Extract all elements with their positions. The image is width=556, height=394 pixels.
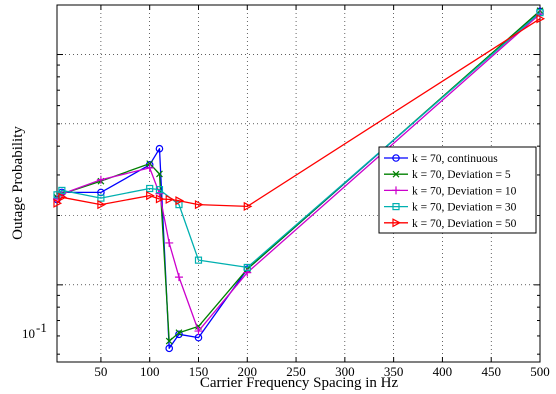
series-line bbox=[56, 10, 541, 342]
data-point-marker bbox=[155, 194, 165, 204]
data-point-marker bbox=[58, 192, 67, 202]
series-line bbox=[56, 13, 541, 332]
legend-entry: k = 70, continuous bbox=[384, 153, 498, 165]
data-point-marker bbox=[165, 337, 173, 345]
x-tick-label: 200 bbox=[238, 364, 258, 379]
legend-label: k = 70, continuous bbox=[412, 153, 498, 165]
data-point-marker bbox=[155, 189, 164, 198]
x-tick-label: 400 bbox=[433, 364, 453, 379]
data-point-marker bbox=[536, 9, 544, 17]
x-tick-label: 500 bbox=[530, 364, 550, 379]
x-tick-label: 250 bbox=[286, 364, 306, 379]
data-point-marker bbox=[175, 330, 183, 339]
x-tick-label: 100 bbox=[140, 364, 160, 379]
legend-label: k = 70, Deviation = 50 bbox=[412, 218, 517, 230]
grid bbox=[57, 5, 540, 362]
x-tick-label: 350 bbox=[384, 364, 404, 379]
data-point-marker bbox=[165, 344, 174, 353]
legend-entry: k = 70, Deviation = 10 bbox=[384, 185, 517, 197]
data-point-marker bbox=[145, 163, 154, 172]
legend-entry: k = 70, Deviation = 50 bbox=[384, 218, 517, 230]
legend: k = 70, continuous k = 70, Deviation = 5 k… bbox=[378, 146, 537, 234]
data-point-marker bbox=[58, 186, 66, 195]
data-point-marker bbox=[53, 198, 63, 208]
y-axis-ticks bbox=[57, 54, 540, 355]
data-point-marker bbox=[194, 256, 203, 264]
series-4 bbox=[53, 9, 544, 272]
data-point-marker bbox=[146, 184, 154, 193]
y-tick-label-0.1: 10 -1 bbox=[22, 320, 47, 341]
legend-entry: k = 70, Deviation = 30 bbox=[384, 202, 517, 214]
legend-label: k = 70, Deviation = 10 bbox=[412, 185, 517, 197]
x-tick-label: 50 bbox=[94, 364, 107, 379]
y-tick-label-base: 10 bbox=[22, 326, 35, 341]
y-axis-title: Outage Probability bbox=[10, 126, 26, 240]
x-tick-label: 300 bbox=[335, 364, 355, 379]
data-point-marker bbox=[155, 144, 164, 153]
data-point-marker bbox=[174, 273, 183, 282]
series-line bbox=[56, 12, 541, 269]
data-point-marker bbox=[165, 194, 175, 204]
x-tick-label: 150 bbox=[189, 364, 209, 379]
x-tick-label: 450 bbox=[481, 364, 501, 379]
series-line bbox=[56, 18, 541, 208]
data-point-marker bbox=[175, 329, 183, 337]
legend-marker bbox=[392, 203, 400, 211]
data-point-marker bbox=[155, 186, 164, 194]
legend-marker bbox=[392, 170, 400, 178]
data-point-marker bbox=[97, 194, 105, 202]
y-tick-label-exponent: -1 bbox=[36, 320, 47, 335]
data-point-marker bbox=[536, 14, 546, 24]
data-point-marker bbox=[243, 263, 251, 272]
legend-label: k = 70, Deviation = 5 bbox=[412, 169, 511, 181]
data-point-marker bbox=[146, 160, 154, 168]
data-point-marker bbox=[97, 200, 106, 210]
legend-marker bbox=[392, 218, 402, 228]
data-point-marker bbox=[165, 238, 174, 247]
legend-entry: k = 70, Deviation = 5 bbox=[384, 169, 511, 181]
legend-label: k = 70, Deviation = 30 bbox=[412, 202, 517, 214]
data-point-marker bbox=[194, 327, 203, 336]
legend-marker bbox=[392, 154, 400, 162]
series-5 bbox=[53, 14, 546, 212]
x-axis-ticks: 50 100 150 200 250 300 350 400 450 500 bbox=[94, 5, 550, 379]
x-axis-title: Carrier Frequency Spacing in Hz bbox=[200, 375, 399, 391]
data-point-marker bbox=[156, 170, 163, 178]
data-point-marker bbox=[175, 196, 185, 206]
data-point-marker bbox=[194, 200, 204, 210]
data-point-marker bbox=[96, 175, 105, 184]
data-point-marker bbox=[146, 191, 155, 201]
series bbox=[53, 7, 546, 353]
data-point-marker bbox=[243, 201, 253, 212]
plot-frame bbox=[56, 4, 541, 363]
legend-marker bbox=[392, 186, 400, 195]
